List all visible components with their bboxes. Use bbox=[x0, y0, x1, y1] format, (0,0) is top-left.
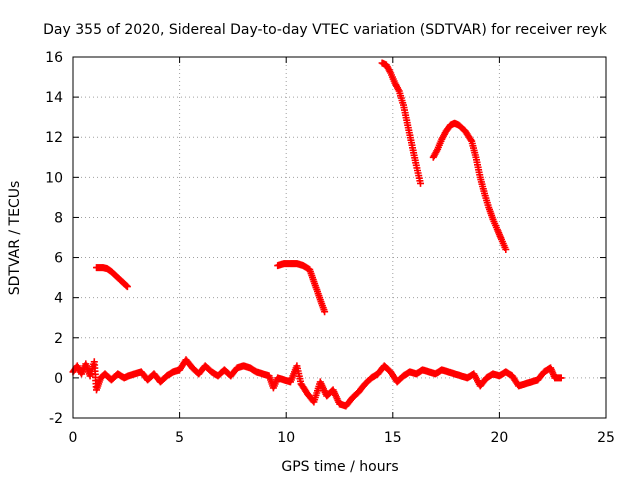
x-tick-label: 5 bbox=[175, 430, 184, 446]
plot-frame bbox=[72, 56, 607, 419]
x-tick-label: 20 bbox=[490, 430, 508, 446]
x-tick-label: 25 bbox=[597, 430, 615, 446]
y-tick-label: 0 bbox=[54, 371, 63, 387]
y-tick-label: 12 bbox=[45, 130, 63, 146]
x-axis-label: GPS time / hours bbox=[281, 459, 398, 475]
data-points bbox=[69, 59, 565, 410]
y-tick-label: 10 bbox=[45, 170, 63, 186]
y-tick-label: 14 bbox=[45, 90, 63, 106]
y-tick-label: 2 bbox=[54, 331, 63, 347]
axis-ticks: 0 5 10 15 20 25 -2 0 2 4 6 8 10 12 14 16 bbox=[45, 50, 615, 446]
data-point-marker bbox=[557, 374, 565, 382]
chart-title: Day 355 of 2020, Sidereal Day-to-day VTE… bbox=[43, 22, 608, 38]
data-point-marker bbox=[321, 308, 329, 316]
y-tick-label: 8 bbox=[54, 210, 63, 226]
y-tick-label: 6 bbox=[54, 251, 63, 267]
data-point-marker bbox=[467, 136, 475, 144]
y-tick-label: 16 bbox=[45, 50, 63, 66]
data-point-marker bbox=[502, 246, 510, 253]
grid-lines bbox=[73, 57, 606, 418]
y-axis-label: SDTVAR / TECUs bbox=[7, 181, 23, 296]
x-tick-label: 10 bbox=[277, 430, 295, 446]
data-point-marker bbox=[123, 283, 131, 291]
y-tick-label: -2 bbox=[49, 411, 63, 427]
x-tick-label: 15 bbox=[384, 430, 402, 446]
x-tick-label: 0 bbox=[69, 430, 78, 446]
data-point-marker bbox=[417, 179, 424, 187]
y-tick-label: 4 bbox=[54, 291, 63, 307]
